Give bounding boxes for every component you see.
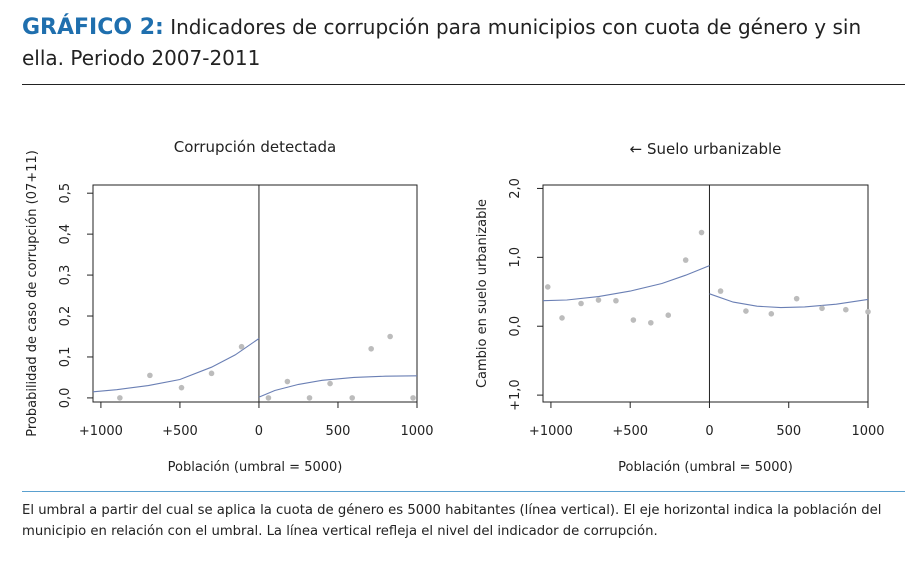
x-tick-label: +500	[612, 424, 648, 439]
data-point	[665, 312, 672, 319]
data-point	[368, 345, 374, 352]
y-tick-label: 0,3	[58, 265, 73, 286]
x-axis-label: Población (umbral = 5000)	[168, 460, 343, 475]
data-point	[238, 343, 245, 350]
y-tick-label: +1,0	[508, 379, 523, 411]
data-point	[613, 297, 619, 304]
y-tick-label: 0,1	[58, 347, 73, 368]
x-tick-label: 1000	[851, 424, 884, 439]
fit-curve-right	[258, 375, 418, 398]
x-tick-label: +1000	[529, 424, 573, 439]
figure-header: GRÁFICO 2: Indicadores de corrupción par…	[22, 12, 902, 73]
data-point	[743, 308, 749, 314]
data-point	[865, 308, 871, 315]
plot-frame	[542, 184, 869, 403]
chart-panel-2: +1000 +500 0 500 1000 +1,0 0,0 1,0 2,0 ← Suelo ur…	[475, 140, 885, 475]
x-tick-label: 0	[705, 424, 713, 439]
charts-canvas: +1000 +500 0 500 1000 0,0 0,1 0,2 0,3 0,4 0,5 Corru…	[25, 138, 885, 475]
data-point	[843, 306, 849, 313]
footnote: El umbral a partir del cual se aplica la…	[22, 503, 882, 539]
y-tick-label: 2,0	[508, 178, 523, 199]
y-tick-label: 0,4	[58, 224, 73, 245]
fit-curve-left	[92, 338, 260, 393]
data-point	[117, 395, 123, 401]
fit-curve-right	[709, 293, 869, 309]
y-axis-label: Probabilidad de caso de corrupción (07+1…	[25, 150, 40, 437]
y-axis-label: Cambio en suelo urbanizable	[475, 199, 490, 388]
data-point	[682, 257, 689, 263]
data-point	[147, 372, 153, 379]
y-tick-label: 1,0	[508, 247, 523, 268]
data-point	[768, 311, 775, 317]
chart-panel-1: +1000 +500 0 500 1000 0,0 0,1 0,2 0,3 0,4 0,5 Corru…	[25, 138, 434, 475]
footer-rule	[22, 491, 905, 492]
y-tick-label: 0,2	[58, 306, 73, 327]
data-point	[387, 333, 393, 340]
y-tick-label: 0,0	[58, 388, 73, 409]
fit-curve-left	[542, 265, 710, 302]
data-point	[327, 380, 333, 387]
x-axis-label: Población (umbral = 5000)	[618, 460, 793, 475]
data-point	[559, 315, 565, 321]
figure-label: GRÁFICO 2:	[22, 15, 164, 40]
data-point	[284, 378, 291, 385]
figure-title: Indicadores de corrupción para municipio…	[22, 15, 862, 70]
data-point	[793, 295, 800, 302]
data-point	[306, 395, 313, 401]
x-tick-label: +500	[162, 424, 198, 439]
data-point	[208, 370, 215, 377]
data-point	[819, 305, 825, 312]
data-point	[578, 300, 584, 307]
data-point	[265, 395, 272, 401]
data-point	[544, 284, 551, 290]
x-tick-label: 500	[776, 424, 801, 439]
chart-title: ← Suelo urbanizable	[630, 140, 782, 158]
y-tick-label: 0,0	[508, 316, 523, 337]
header-rule	[22, 84, 905, 85]
data-point	[595, 297, 602, 303]
data-point	[698, 229, 705, 236]
chart-title: Corrupción detectada	[174, 138, 337, 156]
data-point	[648, 319, 654, 326]
x-tick-label: 1000	[400, 424, 433, 439]
x-tick-label: 0	[255, 424, 263, 439]
data-point	[630, 317, 637, 323]
data-point	[410, 395, 416, 401]
data-point	[349, 395, 356, 401]
plot-frame	[92, 184, 418, 403]
x-tick-label: 500	[326, 424, 351, 439]
data-point	[178, 384, 185, 391]
data-point	[717, 288, 724, 294]
x-tick-label: +1000	[79, 424, 123, 439]
y-tick-label: 0,5	[58, 183, 73, 204]
